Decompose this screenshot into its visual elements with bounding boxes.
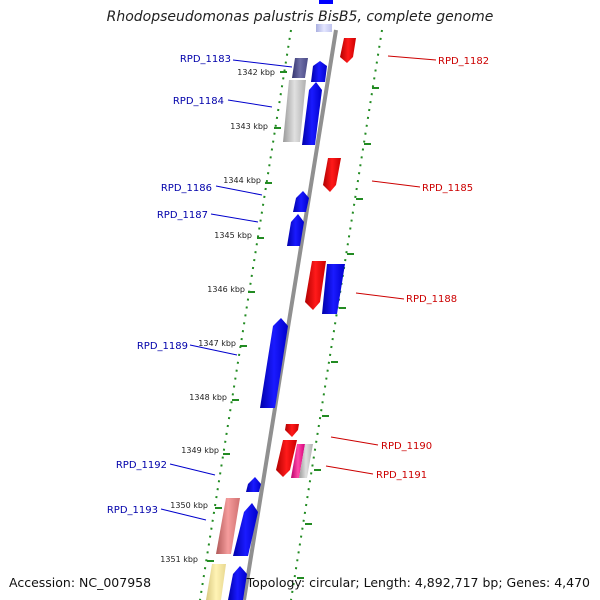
kbp-label-1350: 1350 kbp — [170, 501, 208, 510]
kbp-label-1342: 1342 kbp — [237, 68, 275, 77]
gene-feature-rpd-1184[interactable] — [302, 82, 322, 145]
gene-feature-rpd-1193-salmon[interactable] — [216, 498, 240, 554]
gene-label-rpd-1188[interactable]: RPD_1188 — [406, 294, 457, 305]
gene-feature-rpd-1193[interactable] — [233, 503, 258, 556]
gene-label-rpd-1191[interactable]: RPD_1191 — [376, 470, 427, 481]
gene-label-rpd-1187[interactable]: RPD_1187 — [157, 210, 208, 221]
kbp-label-1345: 1345 kbp — [214, 231, 252, 240]
gene-feature-rpd-1188-red[interactable] — [305, 261, 326, 310]
gene-feature-rpd-1192[interactable] — [246, 477, 261, 492]
gene-label-rpd-1185[interactable]: RPD_1185 — [422, 183, 473, 194]
left-guide-line — [199, 29, 292, 600]
gene-feature-rpd-1191-pink[interactable] — [291, 444, 305, 478]
gene-feature-rpd-1182[interactable] — [340, 38, 356, 63]
gene-feature-rpd-1185[interactable] — [323, 158, 341, 192]
gene-label-rpd-1189[interactable]: RPD_1189 — [137, 341, 188, 352]
right-tick-marks — [297, 87, 379, 579]
gene-label-rpd-1192[interactable]: RPD_1192 — [116, 460, 167, 471]
gene-label-rpd-1182[interactable]: RPD_1182 — [438, 56, 489, 67]
gene-feature-rpd-1184-grey[interactable] — [283, 80, 306, 142]
gene-feature-rpd-1183-arrow[interactable] — [311, 61, 327, 82]
right-guide-line — [290, 29, 383, 600]
gene-label-rpd-1183[interactable]: RPD_1183 — [180, 54, 231, 65]
gene-feature-rpd-1191[interactable] — [276, 440, 297, 477]
gene-feature-rpd-1186[interactable] — [293, 191, 309, 212]
topology-text: Topology: circular; Length: 4,892,717 bp… — [246, 575, 590, 590]
kbp-label-1347: 1347 kbp — [198, 339, 236, 348]
kbp-label-1348: 1348 kbp — [189, 393, 227, 402]
gene-feature-next-yellow[interactable] — [206, 564, 226, 600]
gene-feature-rpd-1188-blue[interactable] — [322, 264, 345, 314]
backbone-top-fragment-blue — [319, 0, 333, 4]
left-tick-marks — [207, 71, 287, 562]
backbone-top-fragment — [316, 24, 332, 32]
left-leader-lines — [160, 59, 293, 521]
gene-feature-rpd-1183[interactable] — [292, 58, 308, 78]
kbp-label-1343: 1343 kbp — [230, 122, 268, 131]
kbp-label-1349: 1349 kbp — [181, 446, 219, 455]
gene-label-rpd-1184[interactable]: RPD_1184 — [173, 96, 224, 107]
gene-feature-rpd-1187[interactable] — [287, 214, 304, 246]
kbp-label-1346: 1346 kbp — [207, 285, 245, 294]
gene-label-rpd-1193[interactable]: RPD_1193 — [107, 505, 158, 516]
gene-feature-next-blue[interactable] — [228, 566, 247, 600]
right-leader-lines — [325, 55, 437, 475]
kbp-label-1351: 1351 kbp — [160, 555, 198, 564]
gene-label-rpd-1190[interactable]: RPD_1190 — [381, 441, 432, 452]
gene-feature-rpd-1189[interactable] — [260, 318, 288, 408]
genome-title: Rhodopseudomonas palustris BisB5, comple… — [106, 9, 494, 25]
gene-label-rpd-1186[interactable]: RPD_1186 — [161, 183, 212, 194]
gene-feature-rpd-1191-grey[interactable] — [299, 444, 313, 478]
genome-backbone — [242, 29, 338, 600]
accession-text: Accession: NC_007958 — [9, 575, 152, 590]
kbp-label-1344: 1344 kbp — [223, 176, 261, 185]
gene-feature-rpd-1190[interactable] — [285, 424, 299, 437]
